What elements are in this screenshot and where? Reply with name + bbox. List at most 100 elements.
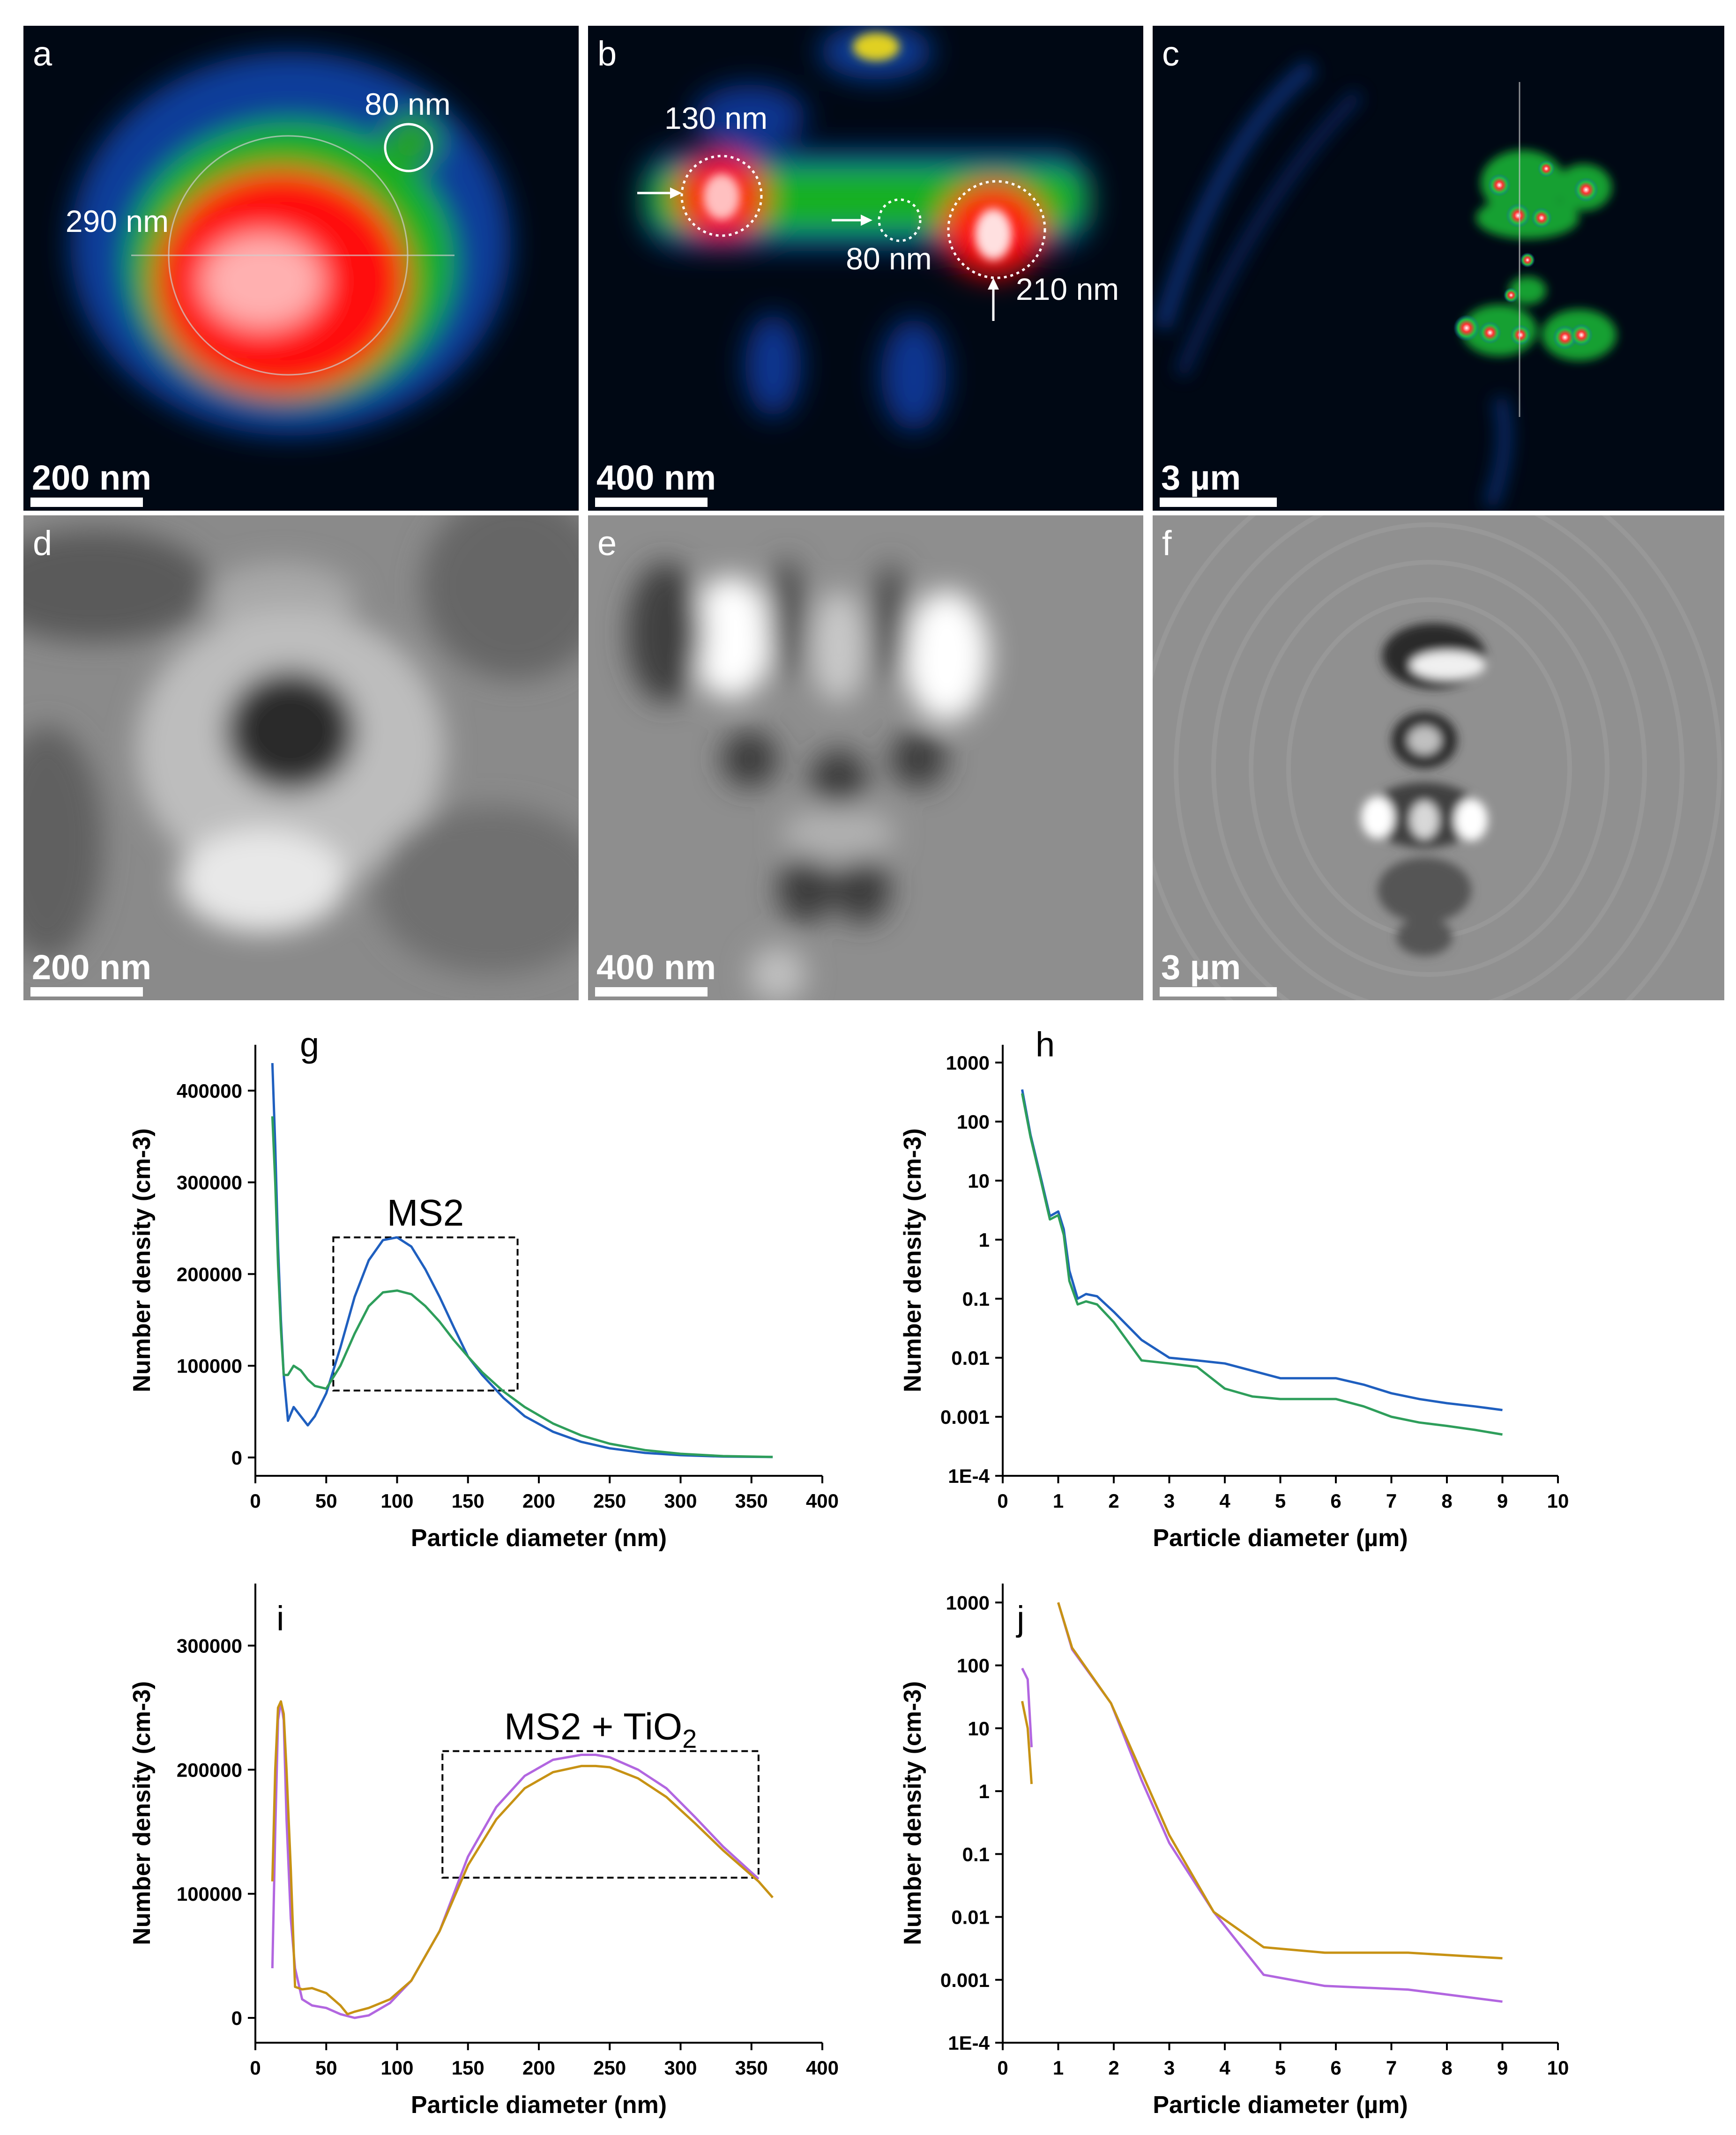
highlight-box-label: MS2 + TiO2 [504,1706,697,1754]
x-tick-label: 0 [997,1490,1008,1512]
scale-bar-label-f: 3 µm [1161,948,1241,987]
chart-h: 0 1 2 3 4 5 6 7 8 9 10 1E-4 0.001 0.01 0.1 1 10 100 1000 Pa… [899,1025,1569,1552]
x-tick-label: 0 [250,2057,261,2079]
x-tick-label: 200 [522,2057,555,2079]
x-tick-label: 7 [1386,1490,1397,1512]
x-tick-label: 0 [997,2057,1008,2079]
x-tick-label: 8 [1441,1490,1452,1512]
panel-c [1153,26,1724,511]
highlight-box [441,1750,760,1879]
x-tick-label: 400 [806,1490,839,1512]
x-tick-label: 350 [735,2057,768,2079]
y-tick-label: 300000 [177,1635,242,1657]
x-tick-label: 3 [1164,1490,1175,1512]
y-tick-label: 100000 [177,1355,242,1377]
scale-bar-e [595,987,708,997]
x-tick-label: 4 [1219,2057,1230,2079]
y-axis-title: Number density (cm-3) [899,1128,926,1392]
y-axis-title: Number density (cm-3) [899,1681,926,1945]
scale-bar-d [30,987,143,997]
panel-f [1153,515,1724,1000]
x-axis-title: Particle diameter (µm) [1153,2091,1408,2119]
annotation-a-0: 80 nm [365,87,450,121]
y-tick-label: 0.001 [940,1969,990,1991]
highlight-box-label-text: MS2 + TiO [504,1706,682,1748]
series-line-1 [1021,1701,1033,1784]
chart-i: 0 50 100 150 200 250 300 350 400 0 100000 200000 300… [128,1584,839,2119]
panel-label-d: d [33,524,52,563]
highlight-box [332,1236,519,1391]
x-tick-label: 300 [664,2057,697,2079]
y-tick-label: 0 [231,1447,242,1469]
scale-bar-a [30,498,143,507]
x-tick-label: 5 [1275,1490,1286,1512]
panel-b [588,26,1143,511]
series-line-0 [1021,1089,1503,1412]
panel-e [588,515,1143,1000]
x-tick-label: 1 [1053,1490,1064,1512]
x-tick-label: 6 [1330,1490,1341,1512]
x-tick-label: 10 [1547,2057,1569,2079]
series-line-1 [1057,1602,1503,1960]
x-tick-label: 50 [315,1490,337,1512]
y-tick-label: 400000 [177,1080,242,1102]
series-line-1 [271,1116,773,1458]
x-axis-title: Particle diameter (nm) [411,1525,667,1552]
x-tick-label: 4 [1219,1490,1230,1512]
y-tick-label: 100 [957,1111,990,1133]
x-axis-title: Particle diameter (nm) [411,2091,667,2119]
panel-label-a: a [33,34,52,73]
series-line-0 [271,1063,773,1458]
x-tick-label: 8 [1441,2057,1452,2079]
y-tick-label: 0.1 [962,1288,990,1310]
y-tick-label: 100 [957,1655,990,1677]
scale-bar-f [1160,987,1277,997]
x-tick-label: 350 [735,1490,768,1512]
x-axis-title: Particle diameter (µm) [1153,1525,1408,1552]
y-tick-label: 100000 [177,1883,242,1905]
x-tick-label: 9 [1497,1490,1508,1512]
y-tick-label: 0.01 [951,1906,990,1928]
annotation-b-2: 210 nm [1016,272,1119,306]
scale-bar-c [1160,498,1277,507]
y-tick-label: 200000 [177,1759,242,1781]
charts: 0 50 100 150 200 250 300 350 4000100000200000300… [128,1025,1569,2119]
series-line-1 [1021,1093,1503,1436]
y-tick-label: 0.01 [951,1347,990,1369]
y-axis-title: Number density (cm-3) [128,1128,156,1392]
x-tick-label: 250 [593,2057,626,2079]
chart-g: 0 50 100 150 200 250 300 350 400 0 100000 200000 300… [128,1025,839,1552]
scale-bar-b [595,498,708,507]
x-tick-label: 5 [1275,2057,1286,2079]
panel-label-h: h [1036,1025,1055,1064]
annotation-b-0: 130 nm [664,101,767,135]
x-tick-label: 2 [1108,1490,1119,1512]
x-tick-label: 200 [522,1490,555,1512]
y-axis-title: Number density (cm-3) [128,1681,156,1945]
y-tick-label: 200000 [177,1263,242,1285]
series-line-0 [1021,1667,1033,1748]
y-tick-label: 0.001 [940,1406,990,1428]
scale-bar-label-b: 400 nm [596,458,716,497]
series-line-0 [1057,1602,1503,2003]
y-tick-label: 10 [968,1170,990,1192]
chart-j: 0 1 2 3 4 5 6 7 8 9 10 1E-4 0.001 0.01 0.1 1 10 100 1000 Pa… [899,1584,1569,2119]
series-line-1 [271,1700,774,2016]
panel-label-f: f [1162,524,1172,563]
scale-bar-label-c: 3 µm [1161,458,1241,497]
y-tick-label: 1 [979,1229,990,1251]
x-tick-label: 1 [1053,2057,1064,2079]
x-tick-label: 2 [1108,2057,1119,2079]
panel-overlays: a 200 nm 80 nm 290 nm b 400 nm 130 nm 80 nm 210 … [30,34,1277,997]
y-tick-label: 1 [979,1780,990,1802]
panel-label-e: e [597,524,617,563]
x-tick-label: 100 [380,2057,413,2079]
highlight-box-label: MS2 [387,1192,464,1234]
x-tick-label: 0 [250,1490,261,1512]
x-tick-label: 250 [593,1490,626,1512]
x-tick-label: 6 [1330,2057,1341,2079]
highlight-box-label-text: MS2 [387,1192,464,1234]
series-line-0 [271,1700,760,2019]
x-tick-label: 9 [1497,2057,1508,2079]
